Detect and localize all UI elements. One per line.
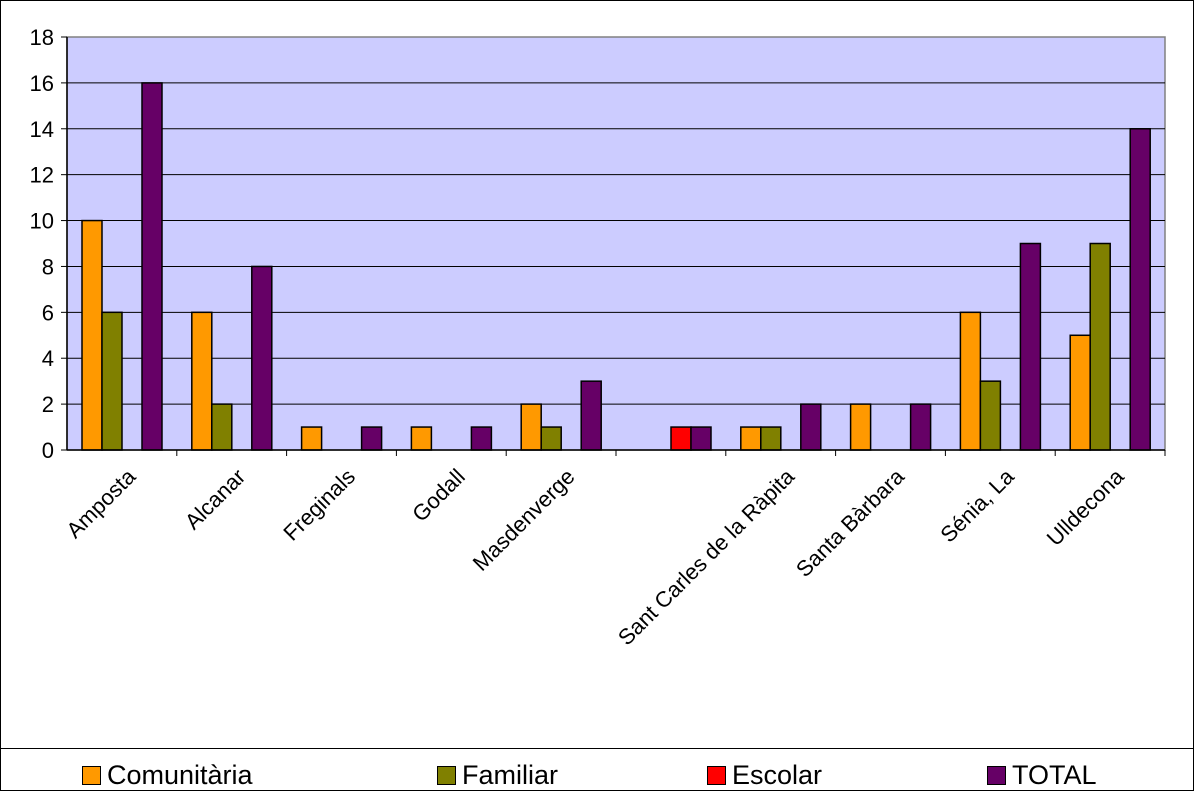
bar-total-godall (470, 426, 493, 451)
bar-comunitaria-amposta (81, 219, 103, 451)
bar-familiar-ulldecona (1089, 242, 1111, 451)
bar-total-santa-barbara (909, 403, 932, 451)
bar-total-sant-carles-de-la-rapita (800, 403, 822, 451)
legend: Comunitària Familiar Escolar TOTAL (0, 748, 1194, 791)
y-tick-label: 0 (42, 438, 54, 463)
gridlines (67, 82, 1165, 405)
bar-comunitaria-alcanar (191, 311, 213, 451)
bar-familiar-senia-la (979, 380, 1002, 451)
bar-familiar-sant-carles-de-la-rapita (760, 426, 782, 451)
bar-familiar-masdenverge (540, 426, 562, 451)
bar-familiar-alcanar (211, 403, 233, 451)
bar-total-amposta (141, 82, 163, 451)
legend-item-escolar: Escolar (707, 760, 822, 791)
bars (81, 82, 1151, 451)
bar-total-senia-la (1019, 242, 1042, 451)
legend-label-total: TOTAL (1012, 760, 1097, 790)
legend-item-comunitaria: Comunitària (82, 760, 253, 791)
y-tick-label: 12 (30, 163, 54, 188)
legend-swatch-comunitaria (82, 766, 101, 785)
bar-total-category-6 (690, 426, 712, 451)
y-tick-label: 8 (42, 254, 54, 279)
bar-comunitaria-senia-la (959, 311, 982, 451)
bar-comunitaria-godall (410, 426, 433, 451)
y-tick-label: 18 (30, 25, 54, 50)
bar-comunitaria-freginals (300, 426, 323, 451)
y-tick-label: 16 (30, 71, 54, 96)
axes (61, 36, 1166, 456)
legend-swatch-total (987, 766, 1006, 785)
bar-comunitaria-sant-carles-de-la-rapita (740, 426, 762, 451)
bar-total-alcanar (251, 265, 273, 451)
bar-total-masdenverge (580, 380, 602, 451)
bar-escolar-category-6 (670, 426, 692, 451)
bar-comunitaria-ulldecona (1069, 334, 1091, 451)
legend-item-total: TOTAL (987, 760, 1097, 791)
y-tick-labels: 0 2 4 6 8 10 12 14 16 18 (30, 25, 54, 463)
bar-comunitaria-santa-barbara (849, 403, 872, 451)
legend-label-familiar: Familiar (462, 760, 559, 790)
y-tick-label: 14 (30, 117, 54, 142)
bar-total-ulldecona (1129, 128, 1151, 451)
y-tick-label: 2 (42, 392, 54, 417)
y-tick-label: 6 (42, 300, 54, 325)
legend-item-familiar: Familiar (437, 760, 558, 791)
bar-total-freginals (360, 426, 383, 451)
legend-swatch-escolar (707, 766, 726, 785)
y-tick-label: 4 (42, 346, 54, 371)
legend-label-comunitaria: Comunitària (107, 760, 253, 790)
bar-familiar-amposta (101, 311, 123, 451)
y-tick-label: 10 (30, 209, 54, 234)
legend-label-escolar: Escolar (732, 760, 823, 790)
legend-swatch-familiar (437, 766, 456, 785)
bar-comunitaria-masdenverge (520, 403, 542, 451)
